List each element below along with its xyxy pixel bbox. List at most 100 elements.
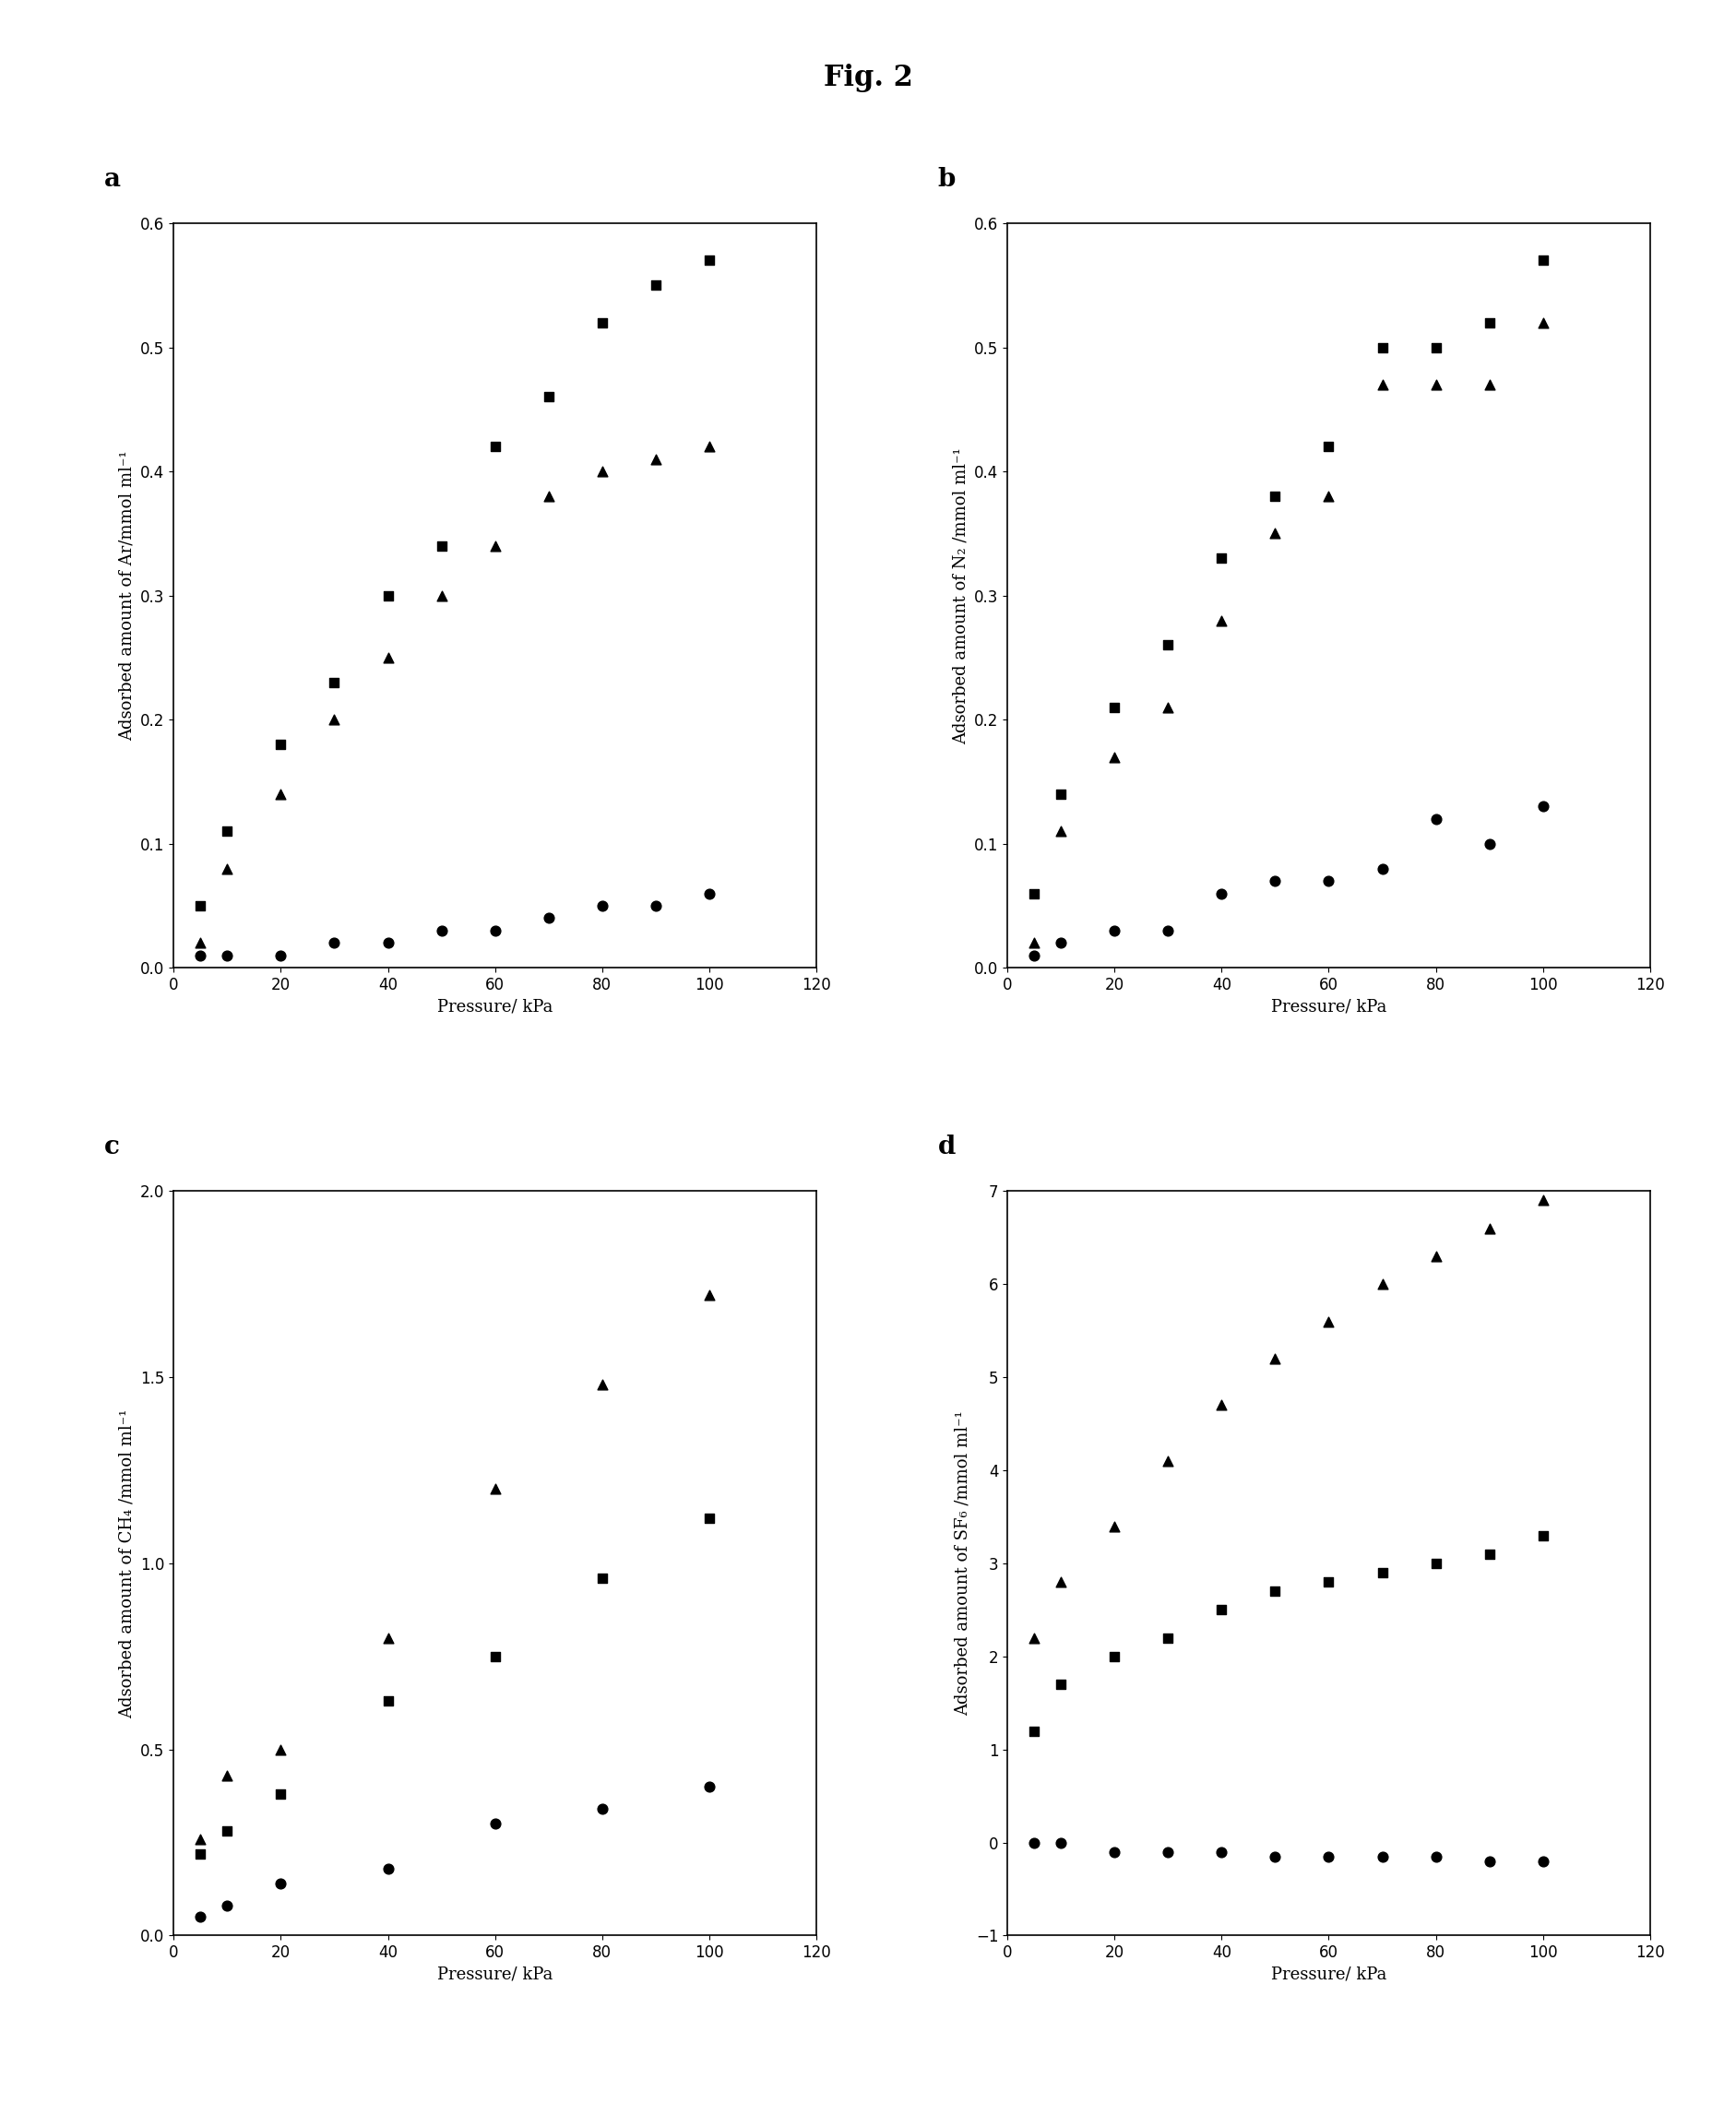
Point bbox=[1368, 330, 1396, 364]
Point bbox=[1528, 1844, 1555, 1878]
Point bbox=[642, 889, 670, 923]
Point bbox=[186, 889, 214, 923]
Point bbox=[1422, 1546, 1450, 1580]
Point bbox=[1047, 1565, 1075, 1600]
Point bbox=[1474, 1844, 1502, 1878]
Point bbox=[1047, 1668, 1075, 1702]
Point bbox=[1101, 915, 1128, 949]
Point bbox=[1101, 1640, 1128, 1674]
Point bbox=[186, 1899, 214, 1933]
Point bbox=[1153, 691, 1180, 725]
Point bbox=[267, 727, 295, 761]
Point bbox=[642, 442, 670, 476]
Point bbox=[1153, 915, 1180, 949]
Point bbox=[1047, 925, 1075, 959]
Point bbox=[427, 915, 455, 949]
Point bbox=[214, 1759, 241, 1793]
Point bbox=[267, 1778, 295, 1812]
Point bbox=[427, 530, 455, 564]
Point bbox=[1101, 740, 1128, 774]
Point bbox=[1314, 430, 1342, 464]
Text: a: a bbox=[104, 166, 122, 191]
Point bbox=[481, 1808, 509, 1842]
Point bbox=[1260, 864, 1288, 898]
Point bbox=[694, 245, 722, 279]
X-axis label: Pressure/ kPa: Pressure/ kPa bbox=[1271, 1965, 1385, 1982]
Point bbox=[1207, 604, 1234, 638]
Point bbox=[1528, 1183, 1555, 1217]
Point bbox=[1101, 691, 1128, 725]
Point bbox=[373, 1685, 401, 1719]
Y-axis label: Adsorbed amount of CH₄ /mmol ml⁻¹: Adsorbed amount of CH₄ /mmol ml⁻¹ bbox=[118, 1408, 135, 1719]
Point bbox=[1260, 517, 1288, 551]
Point bbox=[1528, 245, 1555, 279]
Point bbox=[1314, 864, 1342, 898]
Point bbox=[373, 579, 401, 613]
Point bbox=[267, 776, 295, 810]
Point bbox=[267, 1868, 295, 1902]
Point bbox=[186, 1821, 214, 1855]
Point bbox=[535, 902, 562, 936]
Point bbox=[694, 430, 722, 464]
Point bbox=[481, 1640, 509, 1674]
Point bbox=[1528, 789, 1555, 823]
Point bbox=[1368, 1555, 1396, 1589]
Point bbox=[1019, 1621, 1047, 1655]
X-axis label: Pressure/ kPa: Pressure/ kPa bbox=[437, 998, 552, 1015]
Point bbox=[589, 306, 616, 340]
Point bbox=[1207, 1836, 1234, 1870]
Point bbox=[214, 851, 241, 885]
Point bbox=[214, 1889, 241, 1923]
Point bbox=[1101, 1510, 1128, 1544]
Point bbox=[1314, 479, 1342, 513]
Point bbox=[1153, 627, 1180, 661]
Point bbox=[1474, 368, 1502, 402]
Point bbox=[1207, 1389, 1234, 1423]
Point bbox=[481, 430, 509, 464]
Point bbox=[186, 1838, 214, 1872]
Point bbox=[214, 1814, 241, 1848]
Point bbox=[186, 925, 214, 959]
Point bbox=[1528, 306, 1555, 340]
Point bbox=[694, 1502, 722, 1536]
Point bbox=[1368, 851, 1396, 885]
Point bbox=[319, 925, 347, 959]
Point bbox=[1314, 1840, 1342, 1874]
Point bbox=[267, 938, 295, 972]
Point bbox=[1474, 306, 1502, 340]
Point bbox=[319, 702, 347, 736]
Point bbox=[1368, 1268, 1396, 1302]
Point bbox=[267, 1731, 295, 1765]
Point bbox=[481, 1472, 509, 1506]
Point bbox=[589, 1368, 616, 1402]
Point bbox=[694, 876, 722, 910]
Y-axis label: Adsorbed amount of Ar/mmol ml⁻¹: Adsorbed amount of Ar/mmol ml⁻¹ bbox=[118, 451, 135, 740]
Point bbox=[1019, 925, 1047, 959]
Point bbox=[373, 640, 401, 674]
Point bbox=[1474, 1212, 1502, 1246]
Point bbox=[1153, 1621, 1180, 1655]
Text: d: d bbox=[937, 1134, 955, 1159]
X-axis label: Pressure/ kPa: Pressure/ kPa bbox=[437, 1965, 552, 1982]
Point bbox=[642, 268, 670, 302]
Point bbox=[535, 381, 562, 415]
Point bbox=[186, 938, 214, 972]
Point bbox=[1019, 876, 1047, 910]
Point bbox=[1207, 1593, 1234, 1627]
Point bbox=[1047, 776, 1075, 810]
Point bbox=[319, 666, 347, 700]
Point bbox=[214, 938, 241, 972]
Text: c: c bbox=[104, 1134, 120, 1159]
Point bbox=[1314, 1304, 1342, 1338]
Y-axis label: Adsorbed amount of N₂ /mmol ml⁻¹: Adsorbed amount of N₂ /mmol ml⁻¹ bbox=[951, 447, 969, 744]
Point bbox=[373, 1621, 401, 1655]
Point bbox=[1422, 1240, 1450, 1274]
Point bbox=[427, 579, 455, 613]
Text: b: b bbox=[937, 166, 955, 191]
Point bbox=[1314, 1565, 1342, 1600]
Point bbox=[481, 530, 509, 564]
X-axis label: Pressure/ kPa: Pressure/ kPa bbox=[1271, 998, 1385, 1015]
Point bbox=[1368, 1840, 1396, 1874]
Point bbox=[481, 915, 509, 949]
Point bbox=[1101, 1836, 1128, 1870]
